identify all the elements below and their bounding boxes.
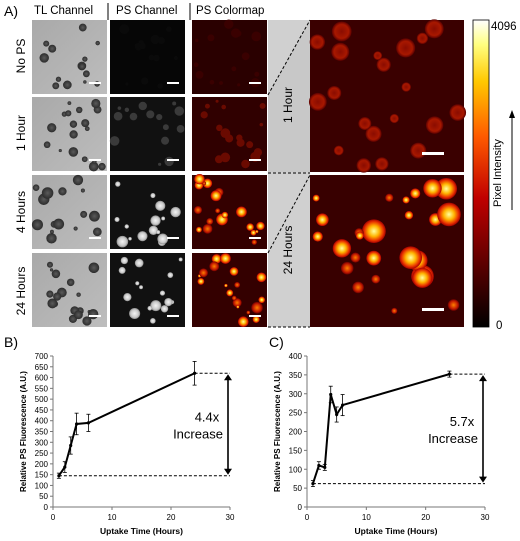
micrograph-cm-row-3 — [192, 253, 267, 328]
data-point — [329, 392, 333, 397]
data-point — [75, 422, 79, 426]
micrograph-tl-row-2 — [31, 174, 107, 249]
x-tick-label: 30 — [226, 513, 235, 522]
micrograph-tl-row-0 — [32, 20, 107, 94]
y-tick-label: 0 — [298, 503, 303, 512]
zoom-label-1h: 1 Hour — [281, 87, 295, 123]
y-axis-label: Relative PS Fluorescence (A.U.) — [273, 371, 282, 492]
x-tick-label: 10 — [362, 513, 371, 522]
series-line — [311, 373, 450, 484]
annotation-fold: 4.4x — [195, 409, 220, 424]
data-point — [193, 371, 197, 375]
x-tick-label: 20 — [421, 513, 430, 522]
y-tick-label: 0 — [44, 503, 49, 512]
micrograph-cm-row-2 — [192, 173, 267, 249]
y-axis-label: Relative PS Fluorescence (A.U.) — [19, 371, 28, 492]
row-label-4h: 4 Hours — [14, 191, 28, 233]
x-tick-label: 10 — [108, 513, 117, 522]
micrograph-cm-row-0 — [192, 19, 267, 94]
row-label-no-ps: No PS — [14, 39, 28, 74]
y-tick-label: 150 — [289, 446, 303, 455]
y-tick-label: 150 — [35, 471, 49, 480]
colorbar — [472, 19, 490, 328]
y-tick-label: 350 — [35, 428, 49, 437]
y-tick-label: 200 — [35, 460, 49, 469]
data-point — [323, 465, 327, 469]
x-tick-label: 20 — [167, 513, 176, 522]
column-header-ps: PS Channel — [116, 5, 177, 17]
column-header-colormap: PS Colormap — [196, 5, 264, 17]
y-tick-label: 450 — [35, 406, 49, 415]
row-label-24h: 24 Hours — [14, 267, 28, 316]
data-point — [447, 372, 451, 376]
y-tick-label: 400 — [35, 417, 49, 426]
colorbar-min: 0 — [496, 320, 502, 332]
panel-label-a: A) — [4, 3, 18, 19]
y-tick-label: 200 — [289, 428, 303, 437]
micrograph-ps-row-0 — [110, 20, 185, 94]
data-point — [63, 465, 67, 469]
colorbar-title: Pixel Intensity — [492, 139, 504, 207]
data-point — [317, 463, 321, 468]
micrograph-ps-row-1 — [109, 97, 185, 171]
data-point — [311, 481, 315, 486]
micrograph-ps-row-3 — [110, 253, 185, 327]
column-header-tl: TL Channel — [34, 5, 93, 17]
y-tick-label: 650 — [35, 363, 49, 372]
chart-c: 0 50 100 150 200 250 300 350 400 0 10 20 30 Uptake Ti… — [273, 352, 490, 536]
y-tick-label: 50 — [293, 484, 302, 493]
colorbar-max: 4096 — [491, 21, 517, 33]
y-tick-label: 300 — [35, 438, 49, 447]
row-label-1h: 1 Hour — [14, 115, 28, 151]
y-tick-label: 550 — [35, 384, 49, 393]
chart-b: 0501001502002503003504004505005506006507… — [19, 352, 235, 536]
y-tick-label: 600 — [35, 374, 49, 383]
y-tick-label: 500 — [35, 395, 49, 404]
data-point — [86, 421, 90, 425]
series-line — [58, 372, 196, 477]
y-tick-label: 400 — [289, 352, 303, 361]
y-tick-label: 300 — [289, 390, 303, 399]
zoom-label-24h: 24 Hours — [281, 226, 295, 275]
micrograph-grid — [31, 19, 268, 328]
data-point — [69, 443, 73, 448]
annotation-increase: Increase — [173, 426, 223, 441]
annotation-increase: Increase — [428, 431, 478, 446]
panel-label-b: B) — [4, 334, 18, 350]
panel-label-c: C) — [269, 334, 284, 350]
y-tick-label: 350 — [289, 371, 303, 380]
micrograph-cm-row-1 — [192, 97, 267, 171]
y-tick-label: 700 — [35, 352, 49, 361]
micrograph-tl-row-3 — [32, 253, 107, 327]
micrograph-tl-row-1 — [32, 97, 107, 172]
x-tick-label: 0 — [305, 513, 310, 522]
x-tick-label: 0 — [51, 513, 56, 522]
y-tick-label: 100 — [289, 465, 303, 474]
x-axis-label: Uptake Time (Hours) — [100, 526, 183, 536]
micrograph-ps-row-2 — [110, 175, 185, 249]
y-tick-label: 250 — [35, 449, 49, 458]
x-axis-label: Uptake Time (Hours) — [355, 526, 438, 536]
y-tick-label: 250 — [289, 409, 303, 418]
annotation-fold: 5.7x — [450, 414, 475, 429]
zoom-24h-scalebar — [422, 308, 444, 311]
y-tick-label: 50 — [39, 492, 48, 501]
data-point — [57, 474, 61, 478]
data-point — [341, 403, 345, 407]
data-point — [335, 412, 339, 417]
x-tick-label: 30 — [481, 513, 490, 522]
y-tick-label: 100 — [35, 481, 49, 490]
zoom-1h-scalebar — [422, 152, 444, 155]
